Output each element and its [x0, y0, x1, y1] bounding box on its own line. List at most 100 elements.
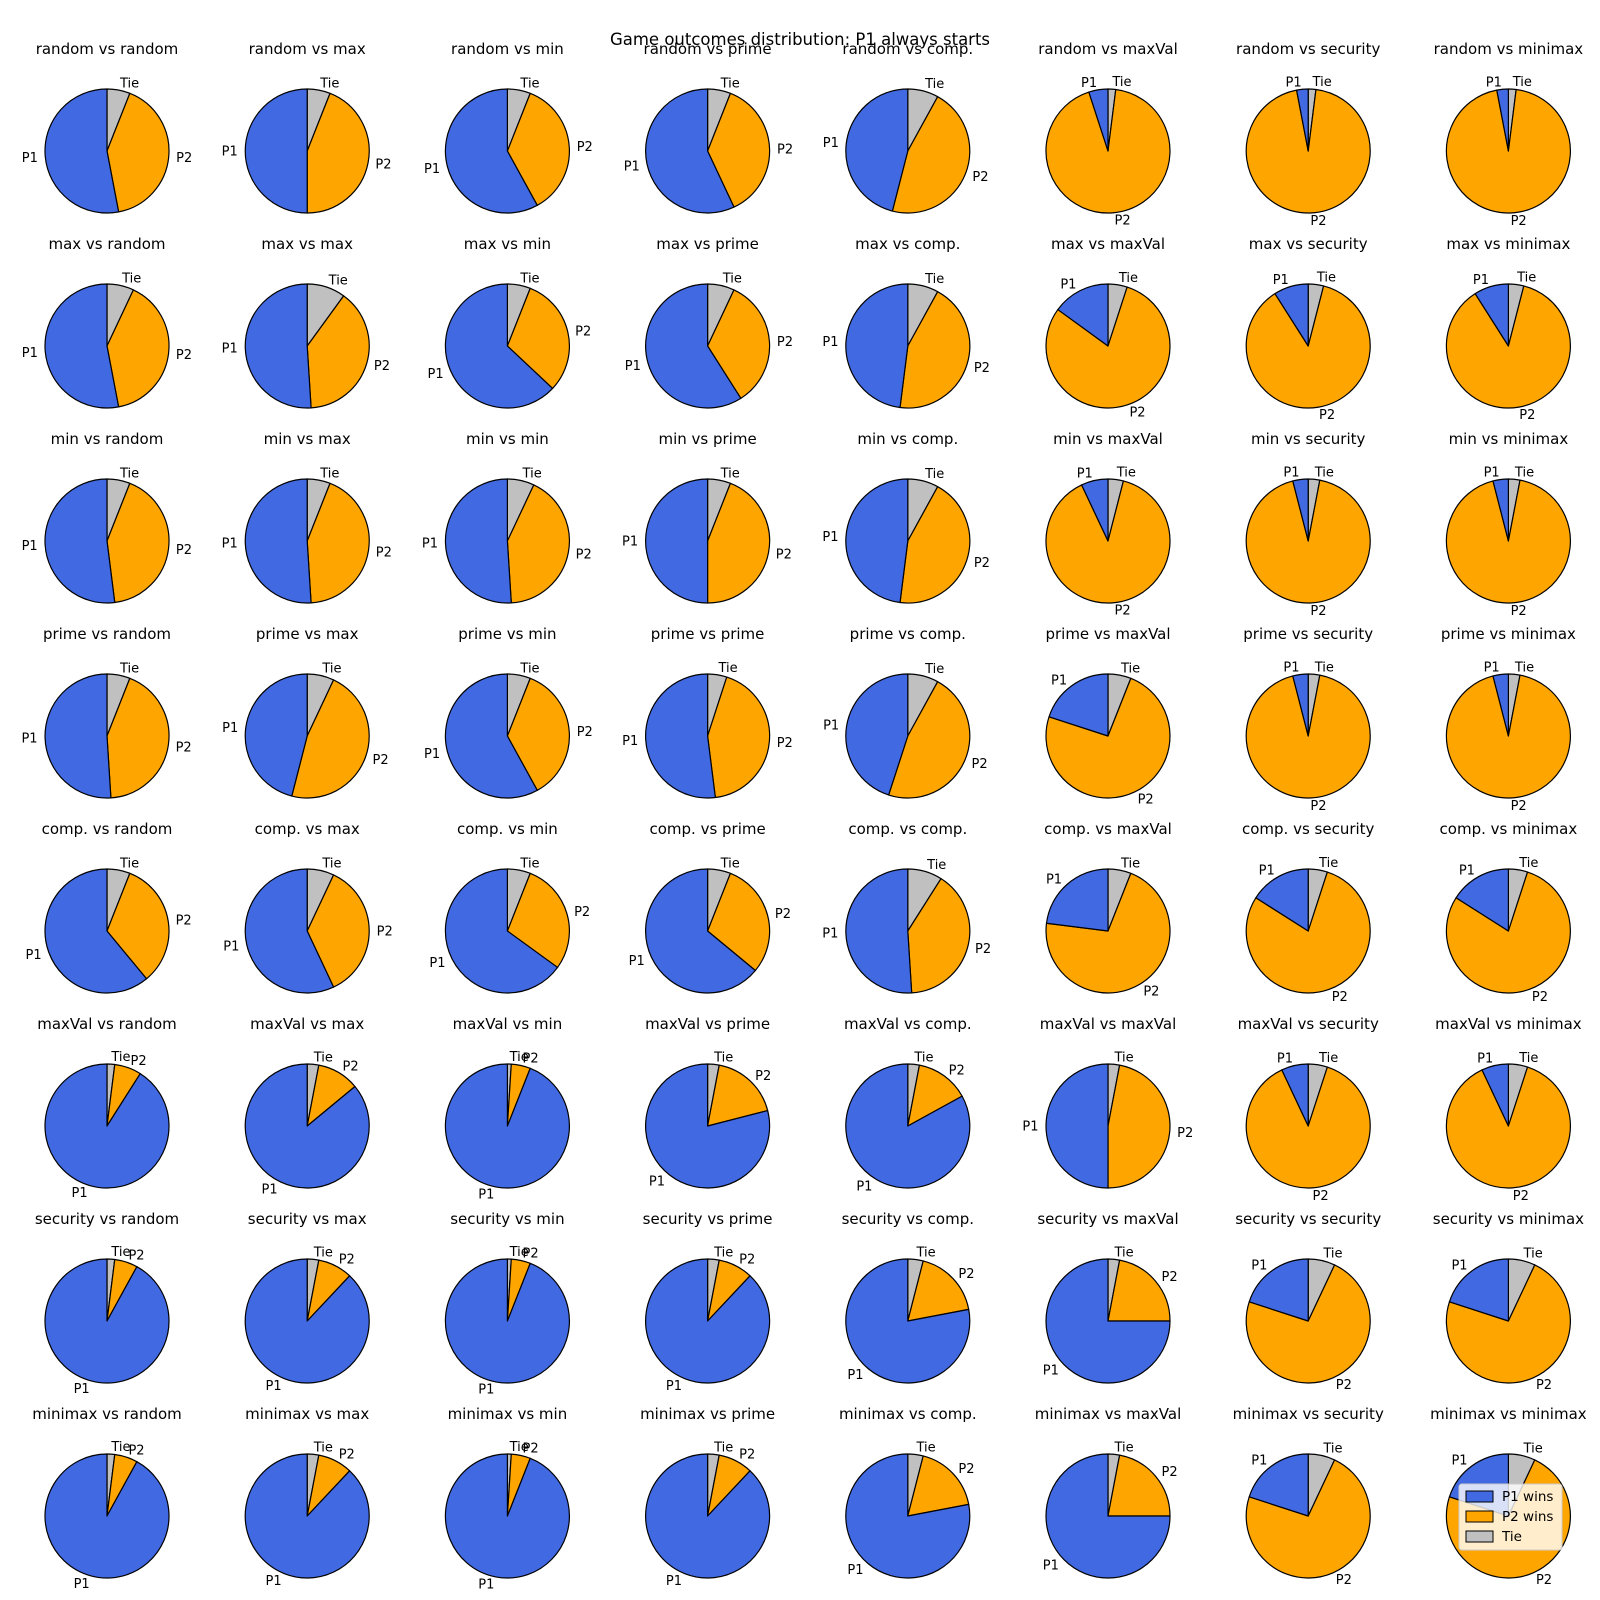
slice-p1	[1088, 88, 1109, 152]
slice-p2	[506, 287, 570, 390]
subplot-title: security vs security	[1235, 1210, 1381, 1228]
pie-max-vs-min: max vs min Tie P2 P1	[428, 235, 591, 409]
pie-prime-vs-comp: prime vs comp. Tie P2 P1	[823, 625, 988, 799]
slice-label-tie: Tie	[1523, 1442, 1543, 1457]
subplot-title: prime vs maxVal	[1045, 625, 1170, 643]
figure-title: Game outcomes distribution: P1 always st…	[610, 30, 990, 49]
slice-label-tie: Tie	[1120, 661, 1140, 676]
slice-label-p2: P2	[339, 1253, 355, 1268]
slice-label-p1: P1	[1081, 76, 1097, 91]
pie-security-vs-maxval: security vs maxVal Tie P2 P1	[1037, 1210, 1179, 1384]
subplot-title: random vs prime	[644, 40, 772, 58]
slice-p1	[645, 283, 742, 409]
slice-label-tie: Tie	[509, 1245, 529, 1260]
slice-p2	[506, 484, 570, 604]
slice-label-p2: P2	[577, 140, 593, 155]
subplot-title: maxVal vs minimax	[1435, 1015, 1582, 1033]
pie-max-vs-max: max vs max Tie P2 P1	[222, 235, 390, 409]
pie-maxval-vs-comp: maxVal vs comp. Tie P2 P1	[844, 1015, 972, 1194]
slice-p1	[845, 1453, 971, 1579]
slice-p2	[707, 872, 771, 972]
pie-min-vs-min: min vs min Tie P2 P1	[422, 430, 592, 604]
slice-label-tie: Tie	[1518, 1051, 1538, 1066]
slice-label-p2: P2	[777, 736, 793, 751]
slice-label-tie: Tie	[119, 466, 139, 481]
slice-p2	[306, 874, 370, 988]
slice-label-tie: Tie	[519, 271, 539, 286]
slice-label-p1: P1	[428, 367, 444, 382]
slice-label-p2: P2	[1177, 1126, 1193, 1141]
legend-entry-p2-wins: P2 wins	[1465, 1509, 1553, 1525]
slice-label-p2: P2	[1310, 604, 1326, 619]
slice-p1	[1281, 1063, 1309, 1127]
slice-label-tie: Tie	[722, 272, 742, 287]
subplot-title: minimax vs max	[245, 1405, 369, 1423]
slice-p1	[244, 1258, 370, 1384]
slice-label-tie: Tie	[321, 662, 341, 677]
slice-label-tie: Tie	[1116, 466, 1136, 481]
slice-label-tie: Tie	[1516, 271, 1536, 286]
slice-p1	[444, 1258, 570, 1384]
slice-label-p1: P1	[1283, 466, 1299, 481]
subplot-title: min vs maxVal	[1053, 430, 1163, 448]
subplot-title: min vs max	[264, 430, 351, 448]
subplot-title: comp. vs maxVal	[1044, 820, 1172, 838]
slice-label-p2: P2	[1519, 408, 1535, 423]
subplot-title: security vs maxVal	[1037, 1210, 1178, 1228]
slice-p1	[44, 88, 120, 214]
slice-label-p2: P2	[377, 925, 393, 940]
subplot-title: minimax vs prime	[640, 1405, 775, 1423]
pie-comp-vs-minimax: comp. vs minimax Tie P2 P1	[1440, 820, 1578, 1005]
subplot-title: comp. vs minimax	[1440, 820, 1578, 838]
pie-minimax-vs-comp: minimax vs comp. Tie P2 P1	[839, 1405, 977, 1579]
subplot-title: maxVal vs comp.	[844, 1015, 972, 1033]
slice-label-tie: Tie	[319, 466, 339, 481]
subplot-title: minimax vs maxVal	[1035, 1405, 1182, 1423]
slice-p2	[707, 92, 771, 208]
slice-label-p1: P1	[1277, 1052, 1293, 1067]
subplot-title: comp. vs prime	[649, 820, 765, 838]
slice-label-tie: Tie	[313, 1245, 333, 1260]
slice-label-tie: Tie	[321, 857, 341, 872]
pie-security-vs-minimax: security vs minimax Tie P2 P1	[1433, 1210, 1584, 1393]
slice-label-tie: Tie	[1111, 75, 1131, 90]
slice-label-p2: P2	[1143, 984, 1159, 999]
subplot-title: min vs prime	[658, 430, 756, 448]
slice-label-p2: P2	[523, 1247, 539, 1262]
slice-label-p2: P2	[1310, 799, 1326, 814]
slice-label-p1: P1	[1473, 273, 1489, 288]
slice-label-p1: P1	[22, 539, 38, 554]
slice-label-p1: P1	[424, 747, 440, 762]
slice-label-tie: Tie	[926, 858, 946, 873]
pie-minimax-vs-security: minimax vs security Tie P2 P1	[1233, 1405, 1384, 1588]
slice-label-p2: P2	[1162, 1270, 1178, 1285]
subplot-title: random vs minimax	[1434, 40, 1584, 58]
slice-label-tie: Tie	[1120, 856, 1140, 871]
subplot-title: security vs max	[248, 1210, 367, 1228]
slice-p1	[244, 478, 312, 604]
slice-label-p1: P1	[1251, 1258, 1267, 1273]
slice-label-p2: P2	[1513, 1189, 1529, 1204]
slice-p1	[444, 868, 559, 994]
slice-p2	[291, 679, 370, 799]
slice-label-tie: Tie	[522, 467, 542, 482]
slice-label-p1: P1	[72, 1186, 88, 1201]
slice-label-tie: Tie	[1518, 856, 1538, 871]
pie-minimax-vs-prime: minimax vs prime Tie P2 P1	[640, 1405, 775, 1589]
pie-security-vs-prime: security vs prime Tie P2 P1	[643, 1210, 773, 1394]
slice-p1	[244, 1063, 370, 1189]
slice-p2	[106, 482, 170, 604]
slice-p1	[244, 868, 335, 994]
slice-label-p2: P2	[131, 1054, 147, 1069]
slice-label-p1: P1	[624, 160, 640, 175]
pie-prime-vs-minimax: prime vs minimax Tie P2 P1	[1441, 625, 1576, 814]
pie-min-vs-comp: min vs comp. Tie P2 P1	[822, 430, 990, 604]
slice-label-tie: Tie	[110, 1245, 130, 1260]
legend-swatch-tie	[1465, 1530, 1494, 1543]
slice-label-tie: Tie	[1322, 1442, 1342, 1457]
pie-maxval-vs-random: maxVal vs random Tie P2 P1	[37, 1015, 177, 1201]
slice-label-p1: P1	[847, 1563, 863, 1578]
slice-label-p2: P2	[974, 361, 990, 376]
